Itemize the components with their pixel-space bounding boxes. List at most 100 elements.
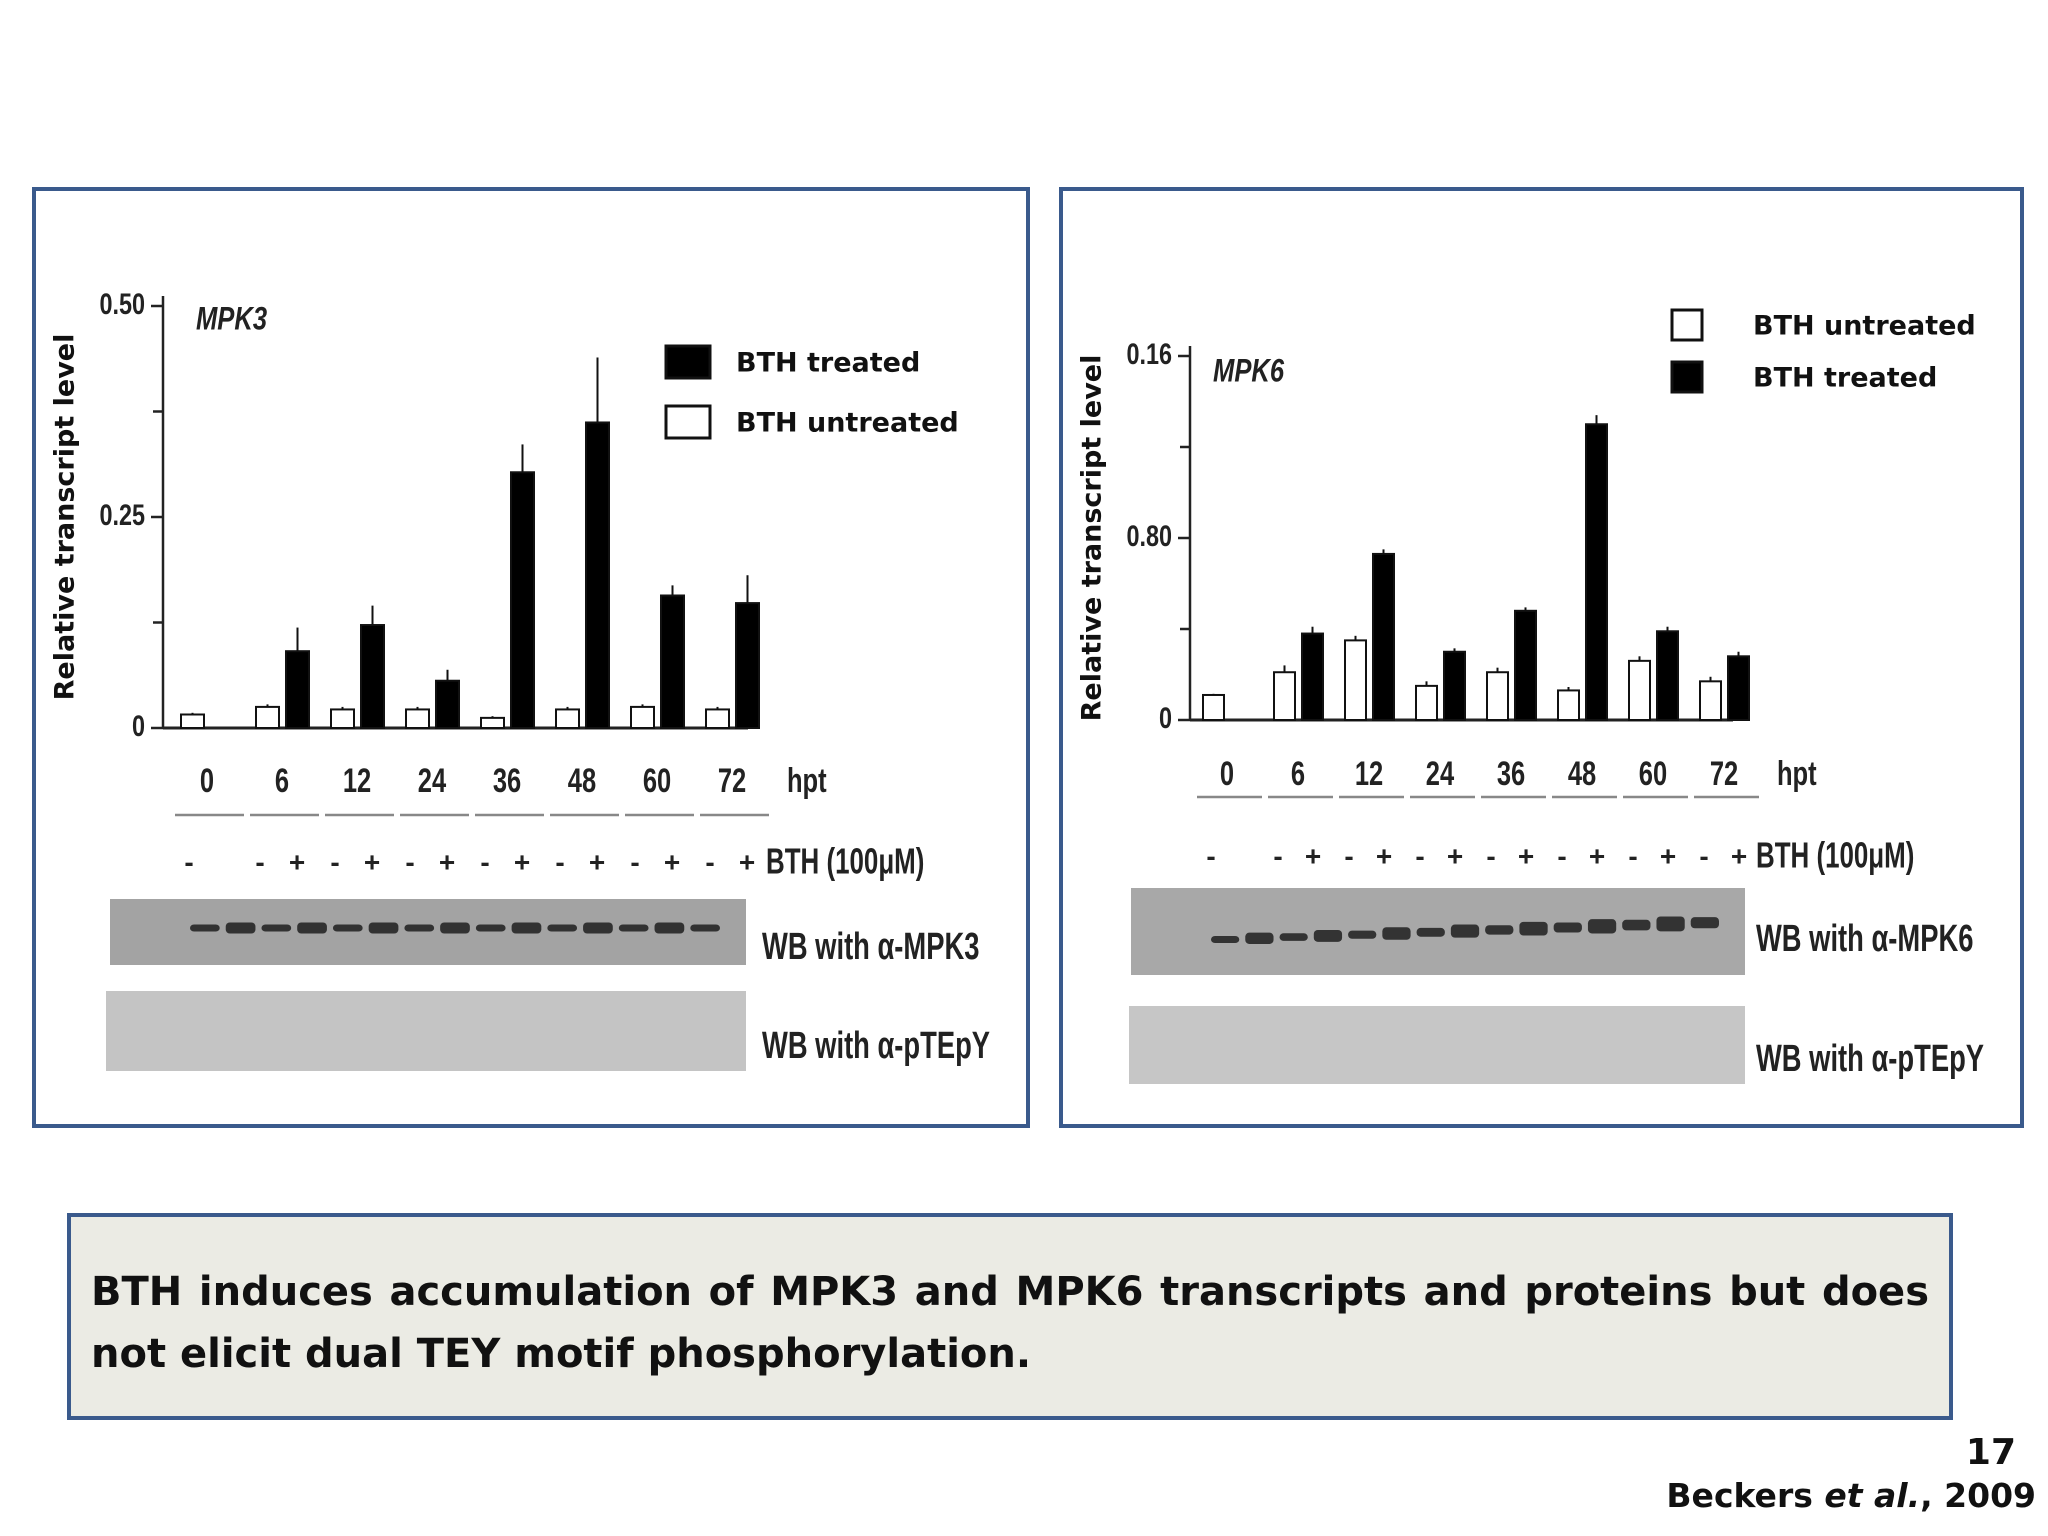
bth-minus: - — [555, 846, 564, 877]
x-axis-label: hpt — [1777, 756, 1817, 793]
bth-plus: + — [1589, 840, 1605, 871]
blot-band — [261, 924, 292, 932]
bth-plus: + — [1660, 840, 1676, 871]
blot-band — [1656, 916, 1685, 932]
y-tick-label: 0 — [1159, 701, 1172, 734]
bar-treated-36 — [510, 471, 535, 729]
x-tick-label: 6 — [275, 763, 289, 800]
bth-plus: + — [439, 846, 455, 877]
bar-treated-24 — [435, 679, 460, 729]
blot-band — [511, 922, 542, 934]
bth-minus: - — [705, 846, 714, 877]
blot-band — [1622, 919, 1651, 931]
bar-untreated-60 — [630, 705, 655, 730]
blot-band — [1485, 925, 1514, 935]
bth-plus: + — [589, 846, 605, 877]
legend-label: BTH untreated — [1753, 311, 1976, 342]
bar-treated-6 — [1301, 632, 1324, 721]
bth-plus: + — [364, 846, 380, 877]
bar-untreated-0 — [180, 713, 205, 729]
y-tick-label: 0 — [132, 709, 145, 742]
legend-swatch — [664, 404, 712, 440]
bar-treated-72 — [1727, 655, 1750, 721]
bar-untreated-6 — [1273, 671, 1296, 722]
bar-untreated-48 — [555, 708, 580, 730]
bth-minus: - — [330, 846, 339, 877]
citation: Beckers et al., 2009 — [1666, 1476, 2036, 1515]
bth-plus: + — [514, 846, 530, 877]
mpk6-chart: Relative transcript level 0 0.80 0.16 MPK6 0 6… — [1077, 308, 1984, 1084]
blot-band — [1348, 930, 1377, 939]
blot-band — [1587, 919, 1617, 934]
gene-label: MPK6 — [1213, 354, 1285, 389]
bth-minus: - — [255, 846, 264, 877]
x-tick-label: 24 — [1426, 756, 1455, 793]
x-tick-label: 6 — [1291, 756, 1305, 793]
bth-minus: - — [184, 846, 193, 877]
x-tick-label: 60 — [1639, 756, 1667, 793]
bar-untreated-60 — [1628, 659, 1651, 722]
blot-band — [1313, 929, 1343, 942]
x-tick-label: 60 — [643, 763, 671, 800]
y-tick-label: 0.50 — [99, 287, 145, 320]
bth-minus: - — [1628, 840, 1637, 871]
mpk3-figure-panel: Relative transcript level 0 0.25 0.50 MPK3 0 6… — [32, 187, 1030, 1128]
slide-number: 17 — [1965, 1432, 2016, 1473]
bth-minus: - — [1415, 840, 1424, 871]
mpk6-plot: Relative transcript level 0 0.80 0.16 MPK6 0 6… — [1077, 308, 1984, 1084]
x-tick-label: 0 — [1220, 756, 1234, 793]
blot-strip — [106, 991, 746, 1071]
blot-band — [190, 924, 220, 932]
bar-treated-6 — [285, 650, 310, 730]
blot-band — [297, 922, 327, 934]
bar-treated-12 — [360, 624, 385, 730]
blot-band — [654, 922, 685, 934]
bth-minus: - — [1699, 840, 1708, 871]
mpk3-chart: Relative transcript level 0 0.25 0.50 MPK3 0 6… — [50, 287, 990, 1071]
bar-treated-72 — [735, 602, 760, 730]
bth-minus: - — [1557, 840, 1566, 871]
blot-band — [225, 922, 256, 934]
bth-row-label: BTH (100μM) — [766, 841, 924, 881]
blot-band — [440, 922, 470, 934]
blot-band — [404, 924, 435, 932]
bar-untreated-0 — [1202, 693, 1225, 722]
legend-swatch — [664, 344, 712, 380]
blot-band — [1416, 927, 1445, 937]
bar-untreated-36 — [480, 716, 505, 730]
legend-label: BTH untreated — [736, 408, 959, 439]
bar-treated-48 — [585, 421, 610, 730]
bth-plus: + — [1447, 840, 1463, 871]
bar-treated-60 — [660, 594, 685, 729]
x-tick-label: 12 — [343, 763, 371, 800]
x-tick-label: 72 — [1710, 756, 1738, 793]
bth-plus: + — [1518, 840, 1534, 871]
gene-label: MPK3 — [196, 302, 267, 337]
blot-band — [1553, 922, 1582, 933]
blot-band — [1519, 921, 1548, 936]
bar-untreated-12 — [1344, 639, 1367, 721]
bth-minus: - — [405, 846, 414, 877]
bar-untreated-12 — [330, 708, 355, 730]
blot-band — [618, 924, 649, 932]
legend-label: BTH treated — [736, 348, 920, 379]
bth-plus: + — [739, 846, 755, 877]
blot-label: WB with α-pTEpY — [762, 1025, 990, 1067]
blot-band — [1690, 917, 1719, 929]
y-tick-label: 0.16 — [1126, 337, 1172, 370]
bar-untreated-24 — [405, 708, 430, 730]
legend-label: BTH treated — [1753, 363, 1937, 394]
citation-etal: et al. — [1824, 1476, 1921, 1515]
bth-minus: - — [1273, 840, 1282, 871]
caption-box: BTH induces accumulation of MPK3 and MPK… — [67, 1213, 1953, 1420]
bar-treated-12 — [1372, 552, 1395, 721]
bar-untreated-6 — [255, 705, 280, 730]
bth-plus: + — [1376, 840, 1392, 871]
x-tick-label: 48 — [568, 763, 596, 800]
blot-band — [690, 924, 720, 932]
blot-band — [1211, 936, 1240, 943]
blot-band — [332, 924, 363, 932]
mpk6-figure-panel: Relative transcript level 0 0.80 0.16 MPK6 0 6… — [1059, 187, 2024, 1128]
mpk3-plot: Relative transcript level 0 0.25 0.50 MPK3 0 6… — [50, 287, 990, 1071]
blot-band — [368, 922, 399, 934]
